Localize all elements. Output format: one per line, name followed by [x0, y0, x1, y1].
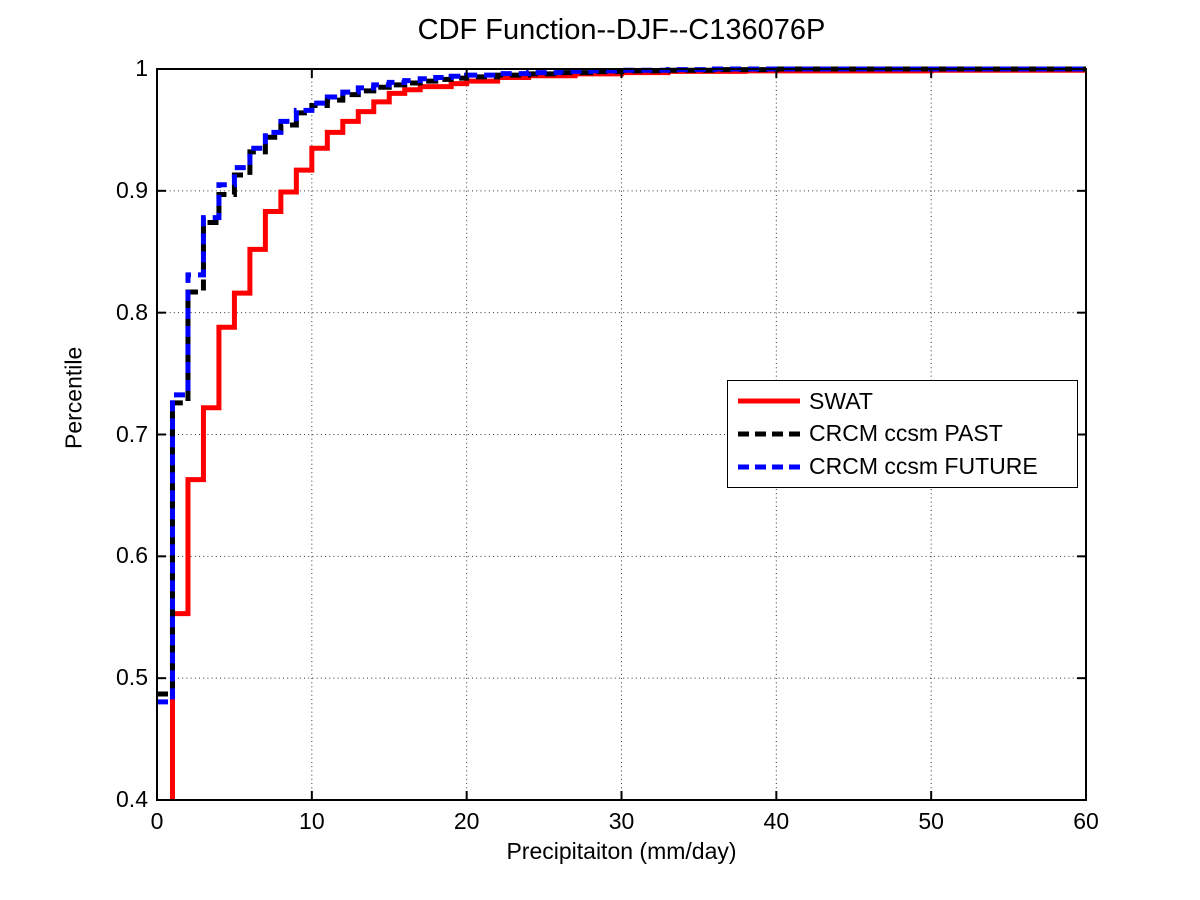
x-axis-label: Precipitaiton (mm/day) — [506, 838, 737, 864]
legend-row-crcm-past: CRCM ccsm PAST — [738, 420, 1077, 447]
x-tick-label: 10 — [299, 808, 325, 834]
legend-label-crcm-future: CRCM ccsm FUTURE — [809, 453, 1038, 480]
y-tick-label: 0.5 — [116, 664, 148, 691]
legend-label-swat: SWAT — [809, 387, 873, 414]
series-line-crcm-ccsm-future — [157, 66, 1086, 705]
x-tick-label: 50 — [918, 808, 944, 834]
x-tick-label: 60 — [1073, 808, 1099, 834]
x-tick-label: 40 — [763, 808, 790, 834]
y-tick-label: 0.8 — [116, 298, 148, 325]
legend: SWAT CRCM ccsm PAST CRCM ccsm FUTURE — [727, 380, 1078, 488]
legend-row-swat: SWAT — [738, 388, 1077, 415]
y-tick-label: 0.6 — [116, 542, 148, 569]
chart-title: CDF Function--DJF--C136076P — [417, 14, 826, 46]
legend-row-crcm-future: CRCM ccsm FUTURE — [738, 453, 1077, 480]
legend-line-sample-crcm-future — [738, 464, 800, 470]
y-tick-label: 1 — [135, 54, 148, 81]
y-axis-label: Percentile — [60, 346, 87, 449]
y-tick-label: 0.4 — [116, 785, 148, 812]
axes-box — [156, 68, 1087, 801]
y-tick-label: 0.9 — [116, 176, 148, 203]
y-tick-label: 0.7 — [116, 420, 148, 447]
legend-label-crcm-past: CRCM ccsm PAST — [809, 420, 1003, 447]
legend-line-sample-swat — [738, 398, 800, 404]
x-tick-label: 0 — [150, 808, 164, 834]
legend-line-sample-crcm-past — [738, 431, 800, 437]
x-tick-label: 20 — [453, 808, 480, 834]
x-tick-label: 30 — [608, 808, 635, 834]
